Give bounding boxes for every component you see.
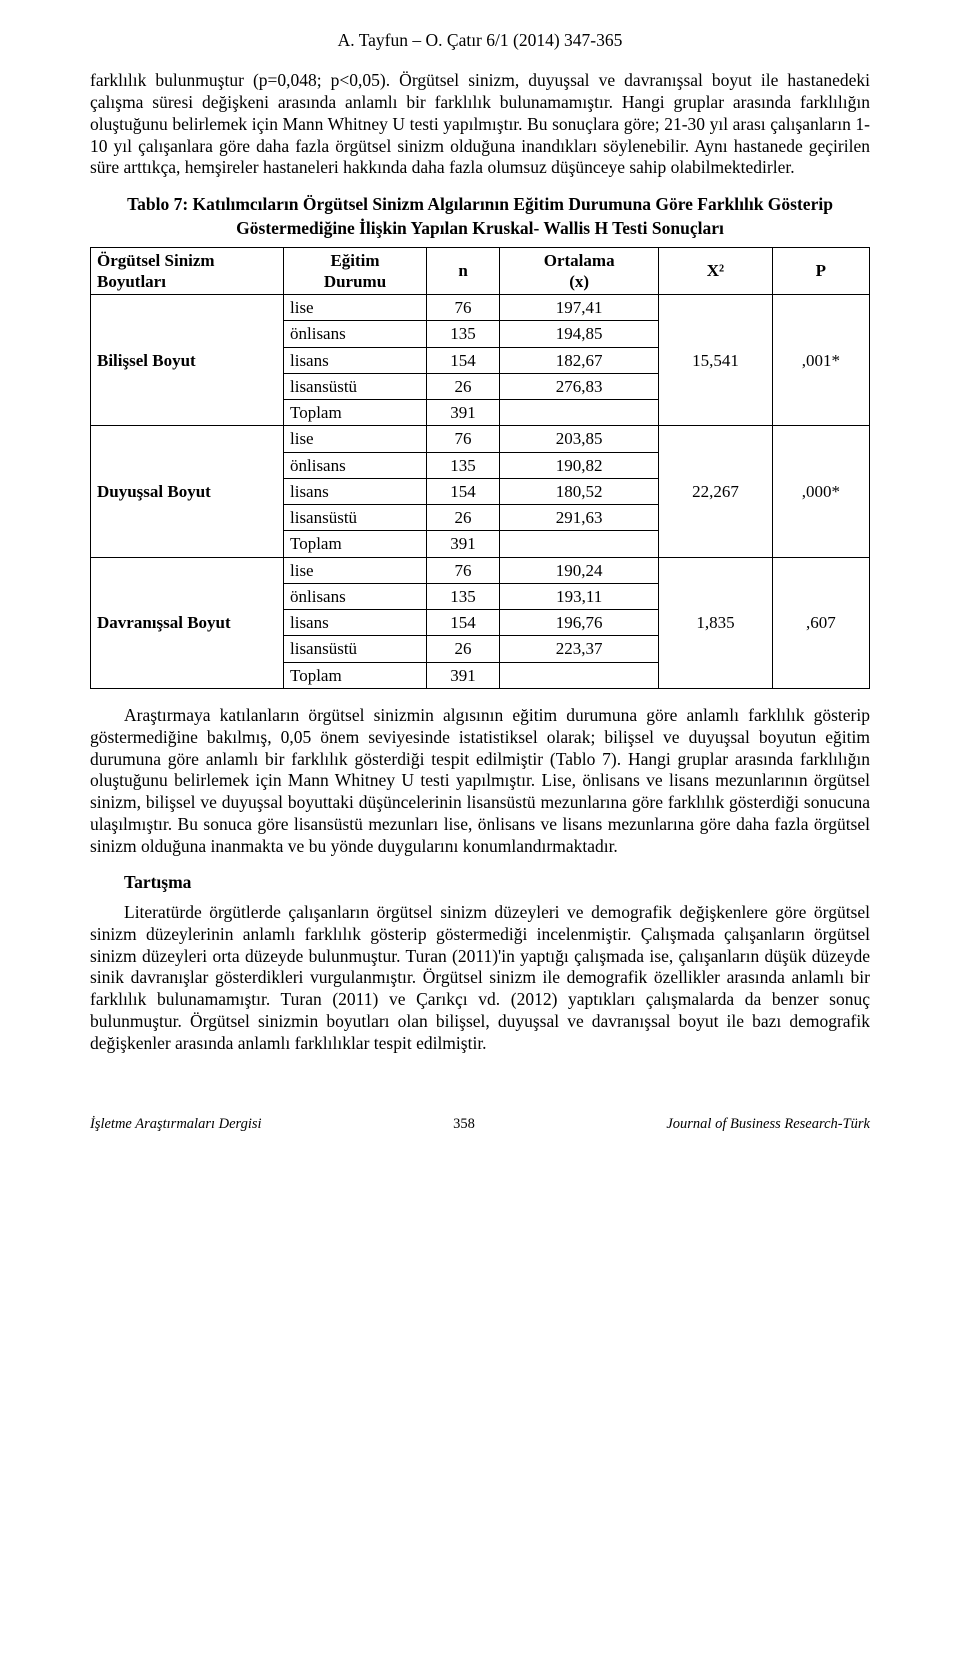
cell-dav-p: ,607 [772,557,869,688]
cell: lise [284,295,427,321]
cell: 391 [427,662,500,688]
footer-journal-right: Journal of Business Research-Türk [666,1115,870,1133]
cell: 154 [427,610,500,636]
cell: 135 [427,452,500,478]
cell: lise [284,426,427,452]
cell: 196,76 [500,610,659,636]
cell: lisansüstü [284,373,427,399]
cell: Toplam [284,531,427,557]
cell [500,662,659,688]
cell: 135 [427,321,500,347]
cell: 26 [427,636,500,662]
cell: lisans [284,347,427,373]
cell: 197,41 [500,295,659,321]
th-education: EğitimDurumu [284,247,427,295]
tartisma-heading: Tartışma [90,872,870,894]
running-header: A. Tayfun – O. Çatır 6/1 (2014) 347-365 [90,30,870,52]
table-7-title: Tablo 7: Katılımcıların Örgütsel Sinizm … [90,193,870,240]
cell: önlisans [284,452,427,478]
cell: Toplam [284,400,427,426]
cell: Toplam [284,662,427,688]
cell: 193,11 [500,583,659,609]
cell: lisans [284,610,427,636]
cell: önlisans [284,321,427,347]
cell: 194,85 [500,321,659,347]
row-bilissel-label: Bilişsel Boyut [91,295,284,426]
cell: 154 [427,347,500,373]
cell: lisans [284,478,427,504]
cell: 182,67 [500,347,659,373]
cell: 190,24 [500,557,659,583]
paragraph-1: farklılık bulunmuştur (p=0,048; p<0,05).… [90,70,870,179]
cell: 180,52 [500,478,659,504]
page-footer: İşletme Araştırmaları Dergisi 358 Journa… [90,1115,870,1133]
th-chi2: X² [659,247,772,295]
table-7: Örgütsel SinizmBoyutları EğitimDurumu n … [90,247,870,689]
cell: 391 [427,400,500,426]
cell-bil-p: ,001* [772,295,869,426]
th-n: n [427,247,500,295]
cell: 135 [427,583,500,609]
cell: 203,85 [500,426,659,452]
cell-bil-x2: 15,541 [659,295,772,426]
cell: 76 [427,557,500,583]
paragraph-2: Araştırmaya katılanların örgütsel sinizm… [90,705,870,858]
th-mean: Ortalama(x) [500,247,659,295]
cell-duy-p: ,000* [772,426,869,557]
cell: 190,82 [500,452,659,478]
th-p: P [772,247,869,295]
cell: 154 [427,478,500,504]
cell: 391 [427,531,500,557]
cell: lisansüstü [284,636,427,662]
cell: lise [284,557,427,583]
row-davranissal-label: Davranışsal Boyut [91,557,284,688]
cell: 276,83 [500,373,659,399]
th-dimension: Örgütsel SinizmBoyutları [91,247,284,295]
paragraph-3: Literatürde örgütlerde çalışanların örgü… [90,902,870,1055]
cell: 26 [427,373,500,399]
cell: 76 [427,426,500,452]
footer-journal-left: İşletme Araştırmaları Dergisi [90,1115,262,1133]
cell: önlisans [284,583,427,609]
footer-page-number: 358 [453,1115,475,1133]
cell: 26 [427,505,500,531]
cell: 223,37 [500,636,659,662]
cell [500,400,659,426]
cell [500,531,659,557]
cell-duy-x2: 22,267 [659,426,772,557]
row-duyussal-label: Duyuşsal Boyut [91,426,284,557]
cell: 291,63 [500,505,659,531]
cell: 76 [427,295,500,321]
cell-dav-x2: 1,835 [659,557,772,688]
cell: lisansüstü [284,505,427,531]
